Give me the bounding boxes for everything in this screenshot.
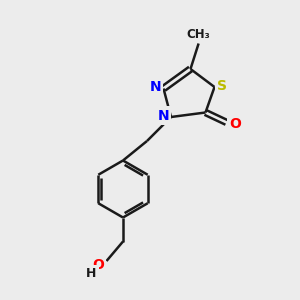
Text: CH₃: CH₃ [187,28,211,41]
Text: S: S [217,79,227,93]
Text: H: H [86,267,97,280]
Text: N: N [158,109,169,122]
Text: N: N [149,80,161,94]
Text: O: O [92,258,104,272]
Text: O: O [229,117,241,131]
